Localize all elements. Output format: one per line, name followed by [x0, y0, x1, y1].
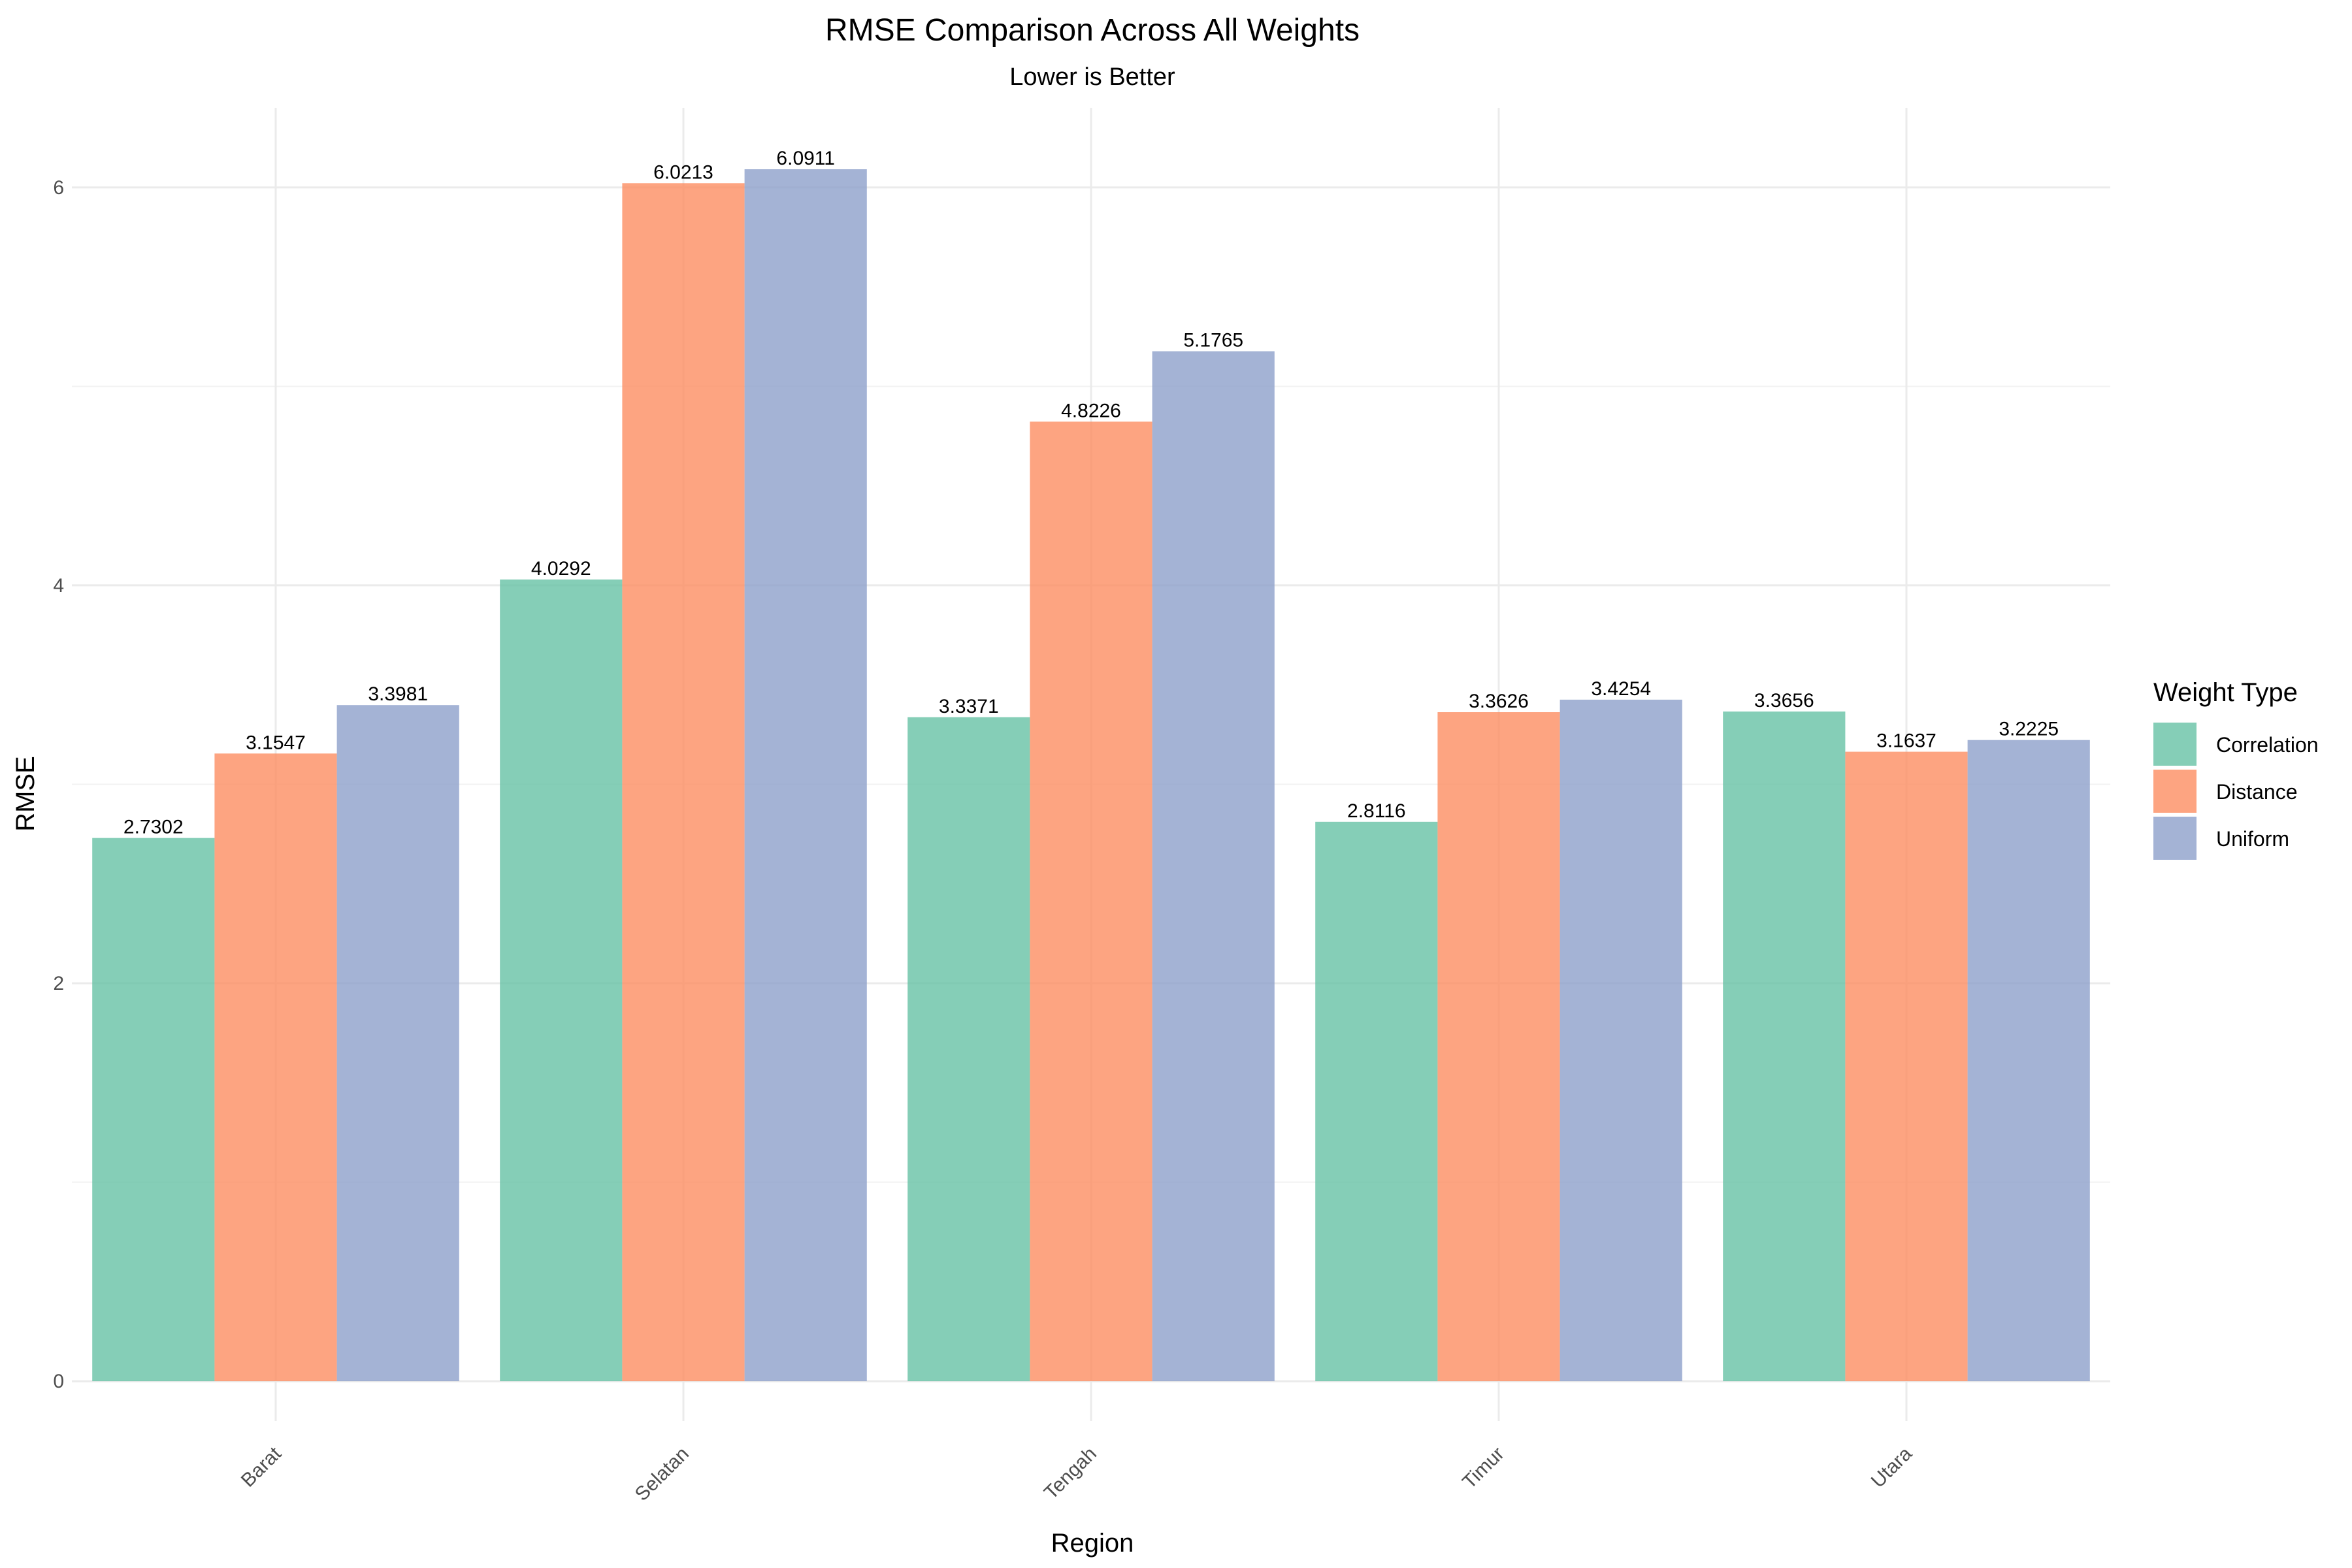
- data-label: 6.0911: [776, 148, 835, 169]
- y-tick-label: 0: [53, 1371, 64, 1392]
- data-label: 2.8116: [1347, 800, 1406, 822]
- x-tick-label: Tengah: [1040, 1443, 1101, 1504]
- bar-distance-timur: [1437, 712, 1560, 1382]
- chart-subtitle: Lower is Better: [1009, 63, 1175, 91]
- data-label: 3.3371: [939, 696, 999, 717]
- data-label: 3.3981: [368, 683, 428, 705]
- y-axis-ticks: 0 2 4 6: [53, 177, 64, 1392]
- data-label: 4.8226: [1061, 400, 1121, 421]
- y-tick-label: 6: [53, 177, 64, 199]
- bar-distance-tengah: [1030, 421, 1152, 1382]
- legend-title: Weight Type: [2153, 678, 2298, 707]
- bar-correlation-tengah: [907, 717, 1030, 1382]
- bar-uniform-timur: [1560, 699, 1682, 1382]
- bar-correlation-selatan: [500, 580, 623, 1382]
- bar-correlation-barat: [92, 838, 215, 1382]
- legend-key-uniform: [2153, 817, 2197, 860]
- bar-uniform-utara: [1967, 740, 2090, 1382]
- x-axis-ticks: Barat Selatan Tengah Timur Utara: [237, 1443, 1916, 1505]
- data-label: 3.1547: [246, 732, 306, 753]
- data-label: 3.3626: [1469, 691, 1529, 712]
- legend-label-distance: Distance: [2216, 780, 2298, 804]
- bar-uniform-selatan: [744, 169, 867, 1382]
- bar-uniform-tengah: [1152, 351, 1275, 1382]
- legend: Weight Type Correlation Distance Uniform: [2153, 678, 2319, 860]
- legend-key-correlation: [2153, 723, 2197, 766]
- y-tick-label: 2: [53, 973, 64, 994]
- y-tick-label: 4: [53, 575, 64, 596]
- legend-label-correlation: Correlation: [2216, 733, 2319, 757]
- x-tick-label: Selatan: [631, 1443, 693, 1505]
- chart-title: RMSE Comparison Across All Weights: [825, 13, 1360, 48]
- bar-uniform-barat: [336, 705, 459, 1382]
- x-tick-label: Timur: [1458, 1443, 1509, 1494]
- data-label: 3.2225: [1999, 719, 2059, 740]
- data-label: 6.0213: [653, 161, 713, 183]
- bar-correlation-timur: [1315, 821, 1438, 1382]
- y-axis-title: RMSE: [11, 756, 40, 832]
- data-label: 2.7302: [123, 817, 184, 838]
- legend-label-uniform: Uniform: [2216, 827, 2289, 851]
- data-label: 3.1637: [1876, 730, 1936, 752]
- data-label: 3.3656: [1754, 690, 1814, 711]
- x-tick-label: Utara: [1867, 1443, 1916, 1492]
- data-labels: 2.7302 4.0292 3.3371 2.8116 3.3656 3.1547 6.02…: [123, 148, 2059, 838]
- legend-key-distance: [2153, 770, 2197, 813]
- bar-correlation-utara: [1723, 711, 1846, 1382]
- bar-distance-selatan: [622, 183, 745, 1382]
- bar-distance-barat: [214, 753, 337, 1382]
- x-tick-label: Barat: [237, 1443, 286, 1492]
- data-label: 3.4254: [1591, 678, 1651, 700]
- bars: [92, 169, 2090, 1382]
- data-label: 5.1765: [1183, 330, 1243, 351]
- bar-distance-utara: [1845, 751, 1968, 1382]
- x-axis-title: Region: [1051, 1529, 1134, 1558]
- data-label: 4.0292: [531, 558, 591, 580]
